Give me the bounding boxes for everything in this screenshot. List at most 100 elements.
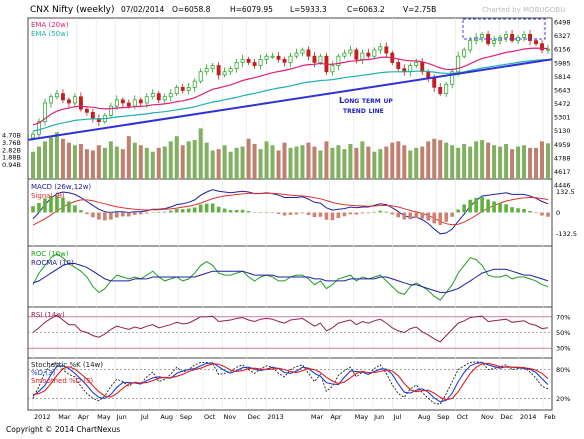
x-tick-label: 2012 (34, 413, 51, 421)
volume-bar (108, 141, 113, 179)
volume-bar (240, 146, 245, 179)
candle-body (37, 121, 41, 135)
volume-bar (42, 141, 47, 179)
macd-hist-bar (43, 198, 47, 213)
volume-bar (192, 140, 197, 179)
macd-hist-bar (306, 212, 311, 216)
volume-bar (444, 142, 449, 179)
macd-hist-bar (133, 212, 137, 215)
candle-body (180, 87, 185, 91)
header-date: 07/02/2014 (121, 5, 164, 14)
macd-hist-bar (546, 212, 550, 217)
legend-signal: Signal (9) (31, 192, 65, 200)
legend-stoch-d: %D (3) (31, 369, 55, 377)
macd-hist-bar (402, 212, 407, 220)
macd-hist-bar (420, 212, 425, 219)
x-tick-label: Nov (481, 413, 494, 421)
macd-tick-label: 0 (556, 209, 560, 217)
volume-bar (84, 149, 89, 179)
volume-bar (348, 143, 353, 179)
annotations (27, 18, 553, 141)
rsi-tick-label: 70% (556, 313, 570, 321)
macd-hist-bar (79, 210, 83, 213)
macd-hist-bar (258, 212, 263, 213)
candle-body (534, 40, 538, 45)
volume-bar (258, 149, 263, 179)
candle-body (210, 65, 215, 70)
candle-body (300, 49, 305, 54)
macd-hist-bar (450, 212, 454, 217)
volume-bar (474, 141, 479, 179)
price-tick-label: 5472 (554, 100, 571, 108)
x-tick-label: Aug (160, 413, 173, 421)
volume-bar (342, 149, 347, 179)
volume-bar (138, 145, 143, 179)
volume-bar (228, 151, 233, 179)
macd-hist-bar (150, 212, 155, 213)
macd-line (32, 189, 549, 235)
macd-hist-bar (468, 199, 472, 213)
x-tick-label: Dec (500, 413, 513, 421)
volume-bar (90, 150, 95, 179)
x-tick-label: Oct (457, 413, 469, 421)
volume-bar (168, 141, 173, 179)
macd-hist-bar (282, 212, 287, 216)
volume-bar (282, 142, 287, 179)
volume-bar (438, 140, 443, 179)
macd-hist-bar (462, 204, 466, 213)
price-tick-label: 6156 (554, 46, 571, 54)
macd-hist-bar (174, 209, 179, 213)
candle-body (426, 71, 431, 79)
volume-bar (264, 141, 269, 179)
macd-hist-bar (492, 201, 496, 213)
volume-bar (354, 147, 359, 179)
candle-body (78, 96, 83, 110)
stoch-tick-label: 80% (556, 366, 570, 374)
price-tick-label: 4617 (554, 168, 571, 176)
volume-tick-label: 1.88B (2, 154, 21, 162)
macd-hist-bar (330, 212, 335, 221)
macd-hist-bar (37, 203, 41, 213)
volume-bar (246, 138, 251, 179)
macd-hist-bar (186, 208, 191, 213)
volume-bars (31, 128, 550, 179)
macd-hist-bar (162, 211, 167, 213)
volume-bar (408, 150, 413, 179)
stochastic-panel (27, 357, 553, 411)
candle-body (510, 34, 515, 41)
candle-body (246, 58, 251, 63)
macd-hist-bar (384, 211, 389, 213)
macd-hist-bar (360, 212, 365, 214)
volume-bar (204, 142, 209, 179)
volume-bar (336, 145, 341, 179)
header-high: H=6079.95 (230, 5, 273, 14)
x-tick-label: May (97, 413, 111, 421)
candle-body (240, 58, 245, 63)
axis-tick-labels: 6498 6327 6156 5985 5814 5643 5472 5301 5130 4959… (2, 19, 577, 403)
volume-bar (462, 143, 467, 179)
volume-bar (384, 146, 389, 179)
candle-body (366, 52, 371, 57)
macd-hist-bar (192, 207, 197, 213)
candle-body (480, 34, 485, 38)
volume-bar (150, 151, 155, 179)
x-axis-labels: 2012 Mar Apr May Jun Jul Aug Sep Oct Nov Dec 2013 Ma… (34, 413, 556, 421)
macd-hist-bar (486, 199, 490, 213)
volume-bar (162, 146, 167, 179)
volume-bar (186, 141, 191, 179)
macd-hist-bar (49, 195, 53, 213)
candle-body (336, 55, 341, 66)
header-close: C=6063.2 (347, 5, 385, 14)
candle-body (504, 34, 509, 38)
volume-bar (498, 146, 503, 179)
macd-hist-bar (300, 212, 305, 214)
volume-bar (31, 151, 35, 179)
volume-bar (222, 145, 227, 179)
volume-bar (468, 146, 473, 179)
macd-hist-bar (73, 205, 77, 213)
x-tick-label: Jun (373, 413, 384, 421)
macd-hist-bar (444, 212, 448, 222)
macd-hist-bar (324, 212, 329, 220)
volume-bar (72, 145, 77, 179)
macd-hist-bar (426, 212, 431, 221)
